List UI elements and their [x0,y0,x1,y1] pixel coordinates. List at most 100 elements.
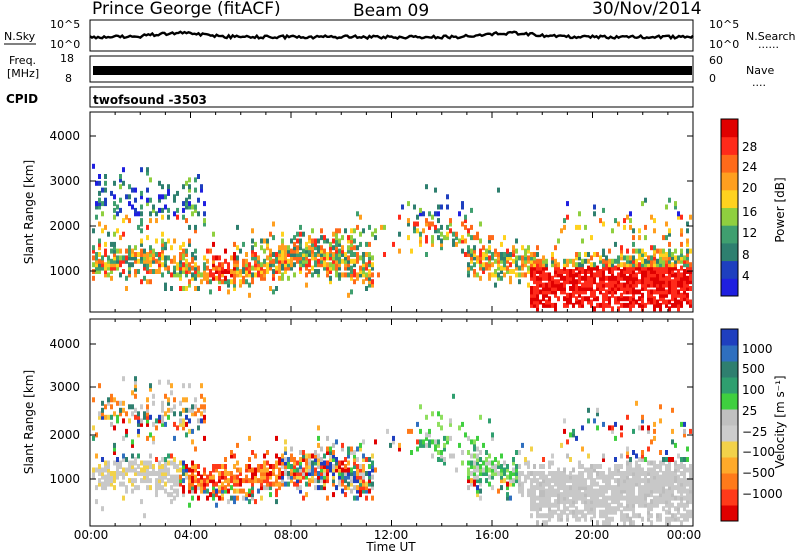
heatmap-cell [689,513,692,519]
heatmap-cell [608,506,611,512]
heatmap-cell [242,265,245,271]
heatmap-cell [362,471,365,476]
heatmap-cell [338,265,341,271]
heatmap-cell [257,269,260,274]
heatmap-cell [146,269,149,274]
heatmap-cell [689,275,692,281]
heatmap-cell [683,464,686,469]
heatmap-cell [113,214,116,220]
heatmap-cell [140,471,143,476]
heatmap-cell [311,255,314,261]
heatmap-cell [326,252,329,257]
heatmap-cell [539,289,542,295]
heatmap-cell [158,481,161,487]
heatmap-cell [128,404,131,410]
heatmap-cell [119,258,122,264]
heatmap-cell [647,262,650,268]
heatmap-cell [359,492,362,498]
heatmap-cell [158,474,161,480]
heatmap-cell [575,272,578,278]
heatmap-cell [575,474,578,480]
heatmap-cell [152,255,155,261]
heatmap-cell [371,453,374,459]
heatmap-cell [686,481,689,487]
heatmap-cell [638,467,641,473]
heatmap-cell [335,464,338,469]
heatmap-cell [584,467,587,473]
heatmap-cell [542,258,545,264]
heatmap-cell [92,397,95,403]
heatmap-cell [248,265,251,271]
heatmap-cell [437,235,440,241]
heatmap-cell [512,248,515,254]
heatmap-cell [281,248,284,254]
heatmap-cell [161,474,164,480]
colorbar-swatch [721,225,738,244]
heatmap-cell [338,478,341,484]
heatmap-cell [647,509,650,515]
heatmap-cell [104,174,107,179]
heatmap-cell [161,464,164,469]
heatmap-cell [182,201,185,207]
nsky-tick-top: 10^5 [50,18,80,31]
heatmap-cell [305,262,308,268]
heatmap-cell [269,464,272,469]
heatmap-cell [275,265,278,271]
heatmap-cell [215,492,218,498]
heatmap-cell [650,289,653,295]
heatmap-cell [509,474,512,480]
heatmap-cell [557,238,560,244]
heatmap-cell [653,228,656,234]
heatmap-cell [515,464,518,469]
heatmap-cell [146,460,149,466]
heatmap-cell [536,279,539,285]
heatmap-cell [596,492,599,498]
heatmap-cell [518,478,521,484]
heatmap-cell [200,411,203,417]
heatmap-cell [578,474,581,480]
vel-cbar-tick-1000: 1000 [742,342,773,356]
heatmap-cell [305,258,308,264]
heatmap-cell [251,450,254,455]
heatmap-cell [590,499,593,505]
heatmap-cell [575,499,578,505]
heatmap-cell [254,499,257,505]
heatmap-cell [263,471,266,476]
heatmap-cell [683,258,686,264]
heatmap-cell [218,485,221,491]
heatmap-cell [611,272,614,278]
heatmap-cell [92,275,95,281]
heatmap-cell [338,252,341,257]
heatmap-cell [560,442,563,448]
heatmap-cell [602,492,605,498]
heatmap-cell [215,464,218,469]
heatmap-cell [470,258,473,264]
heatmap-cell [527,471,530,476]
heatmap-cell [356,211,359,217]
heatmap-cell [236,481,239,487]
heatmap-cell [233,279,236,285]
heatmap-cell [170,407,173,413]
heatmap-cell [293,460,296,466]
heatmap-cell [449,228,452,234]
heatmap-cell [593,211,596,217]
heatmap-cell [134,471,137,476]
cpid-label: CPID [6,92,38,106]
heatmap-cell [551,286,554,291]
heatmap-cell [452,393,455,399]
heatmap-cell [110,269,113,274]
heatmap-cell [179,265,182,271]
heatmap-cell [689,302,692,308]
heatmap-cell [662,296,665,302]
heatmap-cell [146,478,149,484]
heatmap-cell [614,258,617,264]
heatmap-cell [446,235,449,241]
heatmap-cell [686,478,689,484]
heatmap-cell [632,296,635,302]
heatmap-cell [458,425,461,431]
heatmap-cell [650,513,653,519]
heatmap-cell [584,502,587,508]
heatmap-cell [656,502,659,508]
heatmap-cell [146,235,149,241]
heatmap-cell [566,302,569,308]
